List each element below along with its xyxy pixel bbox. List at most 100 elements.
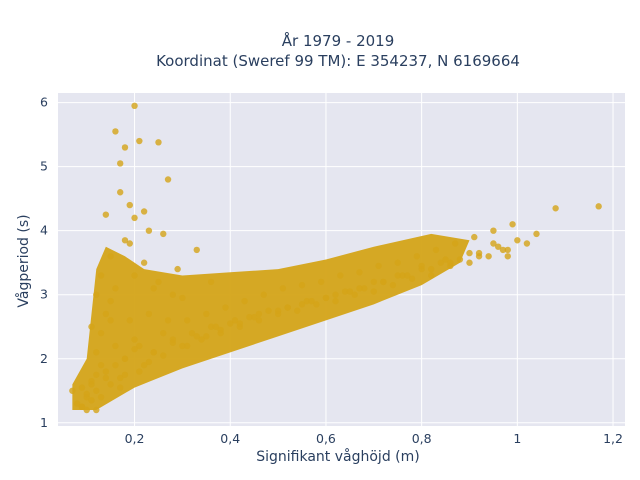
- data-point: [447, 259, 454, 266]
- data-point: [121, 237, 129, 244]
- data-point: [317, 278, 325, 286]
- data-point: [150, 285, 157, 292]
- data-point: [203, 310, 210, 318]
- data-point: [322, 294, 330, 302]
- data-point: [69, 387, 76, 394]
- data-point: [337, 272, 344, 279]
- data-point: [112, 128, 119, 135]
- data-point: [136, 342, 143, 350]
- x-tick-label: 0,2: [125, 431, 145, 446]
- data-point: [164, 176, 172, 183]
- data-point: [102, 211, 110, 218]
- data-point: [112, 361, 119, 369]
- data-point: [121, 371, 129, 378]
- data-point: [73, 400, 81, 407]
- data-point: [308, 297, 315, 305]
- x-tick-label: 0,4: [220, 431, 240, 446]
- data-point: [456, 256, 464, 263]
- data-point: [102, 374, 110, 382]
- data-point: [346, 288, 354, 295]
- data-point: [112, 285, 119, 292]
- data-point: [136, 137, 143, 145]
- data-point: [126, 317, 133, 324]
- data-point: [442, 256, 449, 263]
- data-point: [504, 246, 511, 254]
- data-point: [595, 203, 602, 210]
- chart-title-line-1: År 1979 - 2019: [282, 31, 395, 50]
- y-tick-label: 3: [40, 287, 48, 302]
- data-point: [451, 240, 459, 247]
- data-point: [380, 278, 387, 286]
- data-point: [88, 323, 95, 330]
- data-point: [418, 262, 425, 270]
- data-point: [150, 349, 157, 356]
- data-point: [131, 336, 138, 343]
- data-point: [428, 265, 435, 273]
- y-tick-label: 6: [40, 95, 48, 110]
- data-point: [250, 313, 258, 321]
- data-point: [121, 355, 129, 362]
- data-point: [284, 304, 291, 311]
- data-point: [432, 246, 440, 254]
- data-point: [437, 259, 444, 266]
- data-point: [246, 313, 253, 321]
- data-point: [471, 233, 478, 241]
- data-point: [140, 361, 148, 369]
- data-point: [164, 317, 172, 324]
- chart-title-line-2: Koordinat (Sweref 99 TM): E 354237, N 61…: [156, 52, 520, 70]
- data-point: [404, 272, 411, 279]
- data-point: [169, 339, 177, 346]
- data-point: [298, 301, 306, 308]
- data-point: [523, 240, 531, 247]
- data-point: [207, 323, 215, 330]
- data-point: [93, 371, 100, 378]
- data-point: [131, 345, 138, 353]
- x-tick-label: 1: [513, 431, 521, 446]
- data-point: [117, 189, 124, 196]
- data-point: [121, 144, 129, 151]
- data-point: [212, 323, 220, 330]
- data-point: [93, 291, 100, 298]
- data-point: [188, 329, 196, 337]
- data-point: [495, 243, 502, 250]
- data-point: [117, 384, 124, 391]
- data-point: [97, 329, 105, 337]
- data-point: [533, 230, 540, 238]
- data-point: [332, 297, 339, 305]
- data-point: [294, 307, 301, 314]
- data-point: [370, 278, 377, 286]
- data-point: [107, 381, 114, 388]
- data-point: [160, 352, 167, 359]
- data-point: [394, 259, 401, 266]
- data-point: [97, 393, 105, 401]
- data-point: [107, 297, 114, 305]
- data-point: [227, 320, 234, 327]
- data-point: [102, 310, 110, 318]
- data-point: [83, 390, 90, 398]
- data-point: [203, 333, 210, 340]
- data-point: [375, 262, 382, 270]
- tick-labels: 0,2 0,4 0,6 0,8 1 1,2 1 2 3 4 5 6: [40, 95, 623, 446]
- data-point: [140, 208, 148, 215]
- data-point: [198, 336, 205, 343]
- data-point: [88, 377, 95, 385]
- data-point: [394, 272, 401, 279]
- data-point: [389, 281, 397, 289]
- data-point: [169, 291, 177, 298]
- x-tick-label: 1,2: [603, 431, 623, 446]
- data-point: [174, 265, 181, 273]
- data-point: [499, 246, 507, 254]
- y-tick-label: 4: [40, 223, 48, 238]
- x-tick-label: 0,6: [316, 431, 336, 446]
- data-point: [179, 342, 186, 350]
- data-point: [155, 278, 162, 286]
- data-point: [83, 406, 90, 414]
- data-point: [298, 281, 306, 289]
- data-point: [88, 397, 95, 404]
- data-point: [107, 253, 114, 260]
- data-point: [313, 301, 320, 308]
- data-point: [361, 285, 368, 292]
- data-point: [514, 237, 521, 244]
- data-point: [356, 285, 363, 292]
